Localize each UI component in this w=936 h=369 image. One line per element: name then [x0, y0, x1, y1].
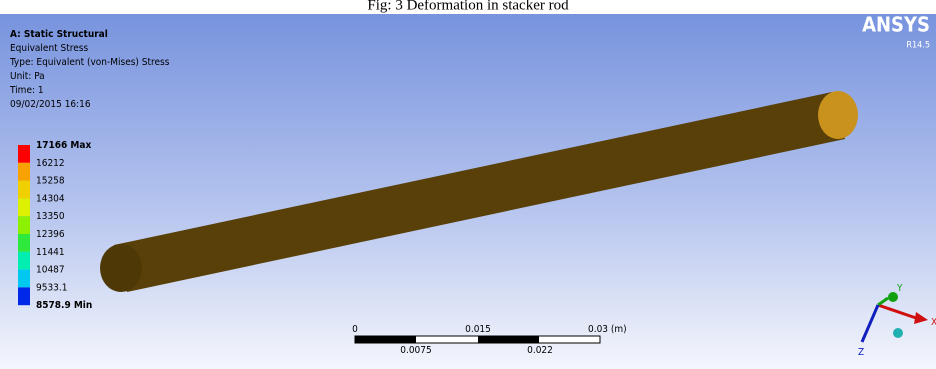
header-line: Time: 1	[9, 85, 44, 96]
scale-bar	[355, 336, 600, 343]
scale-label: 0.03 (m)	[588, 324, 627, 335]
header-title: A: Static Structural	[10, 29, 108, 40]
legend-swatch	[18, 234, 30, 252]
scale-label: 0.0075	[400, 345, 431, 356]
axis-label: Y	[896, 283, 903, 294]
scale-label: 0	[352, 324, 358, 335]
legend-label: 9533.1	[36, 282, 67, 293]
origin-ball	[893, 328, 903, 338]
legend-label: 8578.9 Min	[36, 300, 92, 311]
legend-label: 17166 Max	[36, 140, 91, 151]
scale-segment	[355, 336, 416, 343]
rod-end	[100, 244, 142, 292]
legend-label: 13350	[36, 211, 65, 222]
header-line: Type: Equivalent (von-Mises) Stress	[9, 57, 170, 68]
legend-swatch	[18, 270, 30, 288]
rod-cap	[818, 91, 858, 139]
header-line: Unit: Pa	[10, 71, 45, 82]
legend-swatch	[18, 216, 30, 234]
legend-label: 12396	[36, 229, 65, 240]
viewport: Fig: 3 Deformation in stacker rod A: Sta…	[0, 0, 936, 369]
legend-swatch	[18, 163, 30, 181]
legend-label: 11441	[36, 247, 65, 258]
legend-label: 14304	[36, 193, 65, 204]
legend-label: 16212	[36, 158, 65, 169]
page: Fig: 3 Deformation in stacker rod A: Sta…	[0, 0, 936, 369]
header-line: 09/02/2015 16:16	[10, 99, 91, 110]
scale-label: 0.022	[527, 345, 553, 356]
legend-swatch	[18, 145, 30, 163]
logo: ANSYS	[862, 13, 930, 37]
legend-swatch	[18, 181, 30, 199]
axis-label: Z	[858, 347, 864, 358]
legend-label: 10487	[36, 265, 65, 276]
legend-swatch	[18, 252, 30, 270]
scale-segment	[478, 336, 539, 343]
caption: Fig: 3 Deformation in stacker rod	[367, 0, 569, 13]
legend-label: 15258	[36, 176, 65, 187]
legend-swatch	[18, 198, 30, 216]
legend-swatch	[18, 287, 30, 305]
logo-version: R14.5	[906, 41, 930, 51]
axis-label: X	[931, 317, 936, 328]
scale-label: 0.015	[465, 324, 491, 335]
header-line: Equivalent Stress	[10, 43, 88, 54]
